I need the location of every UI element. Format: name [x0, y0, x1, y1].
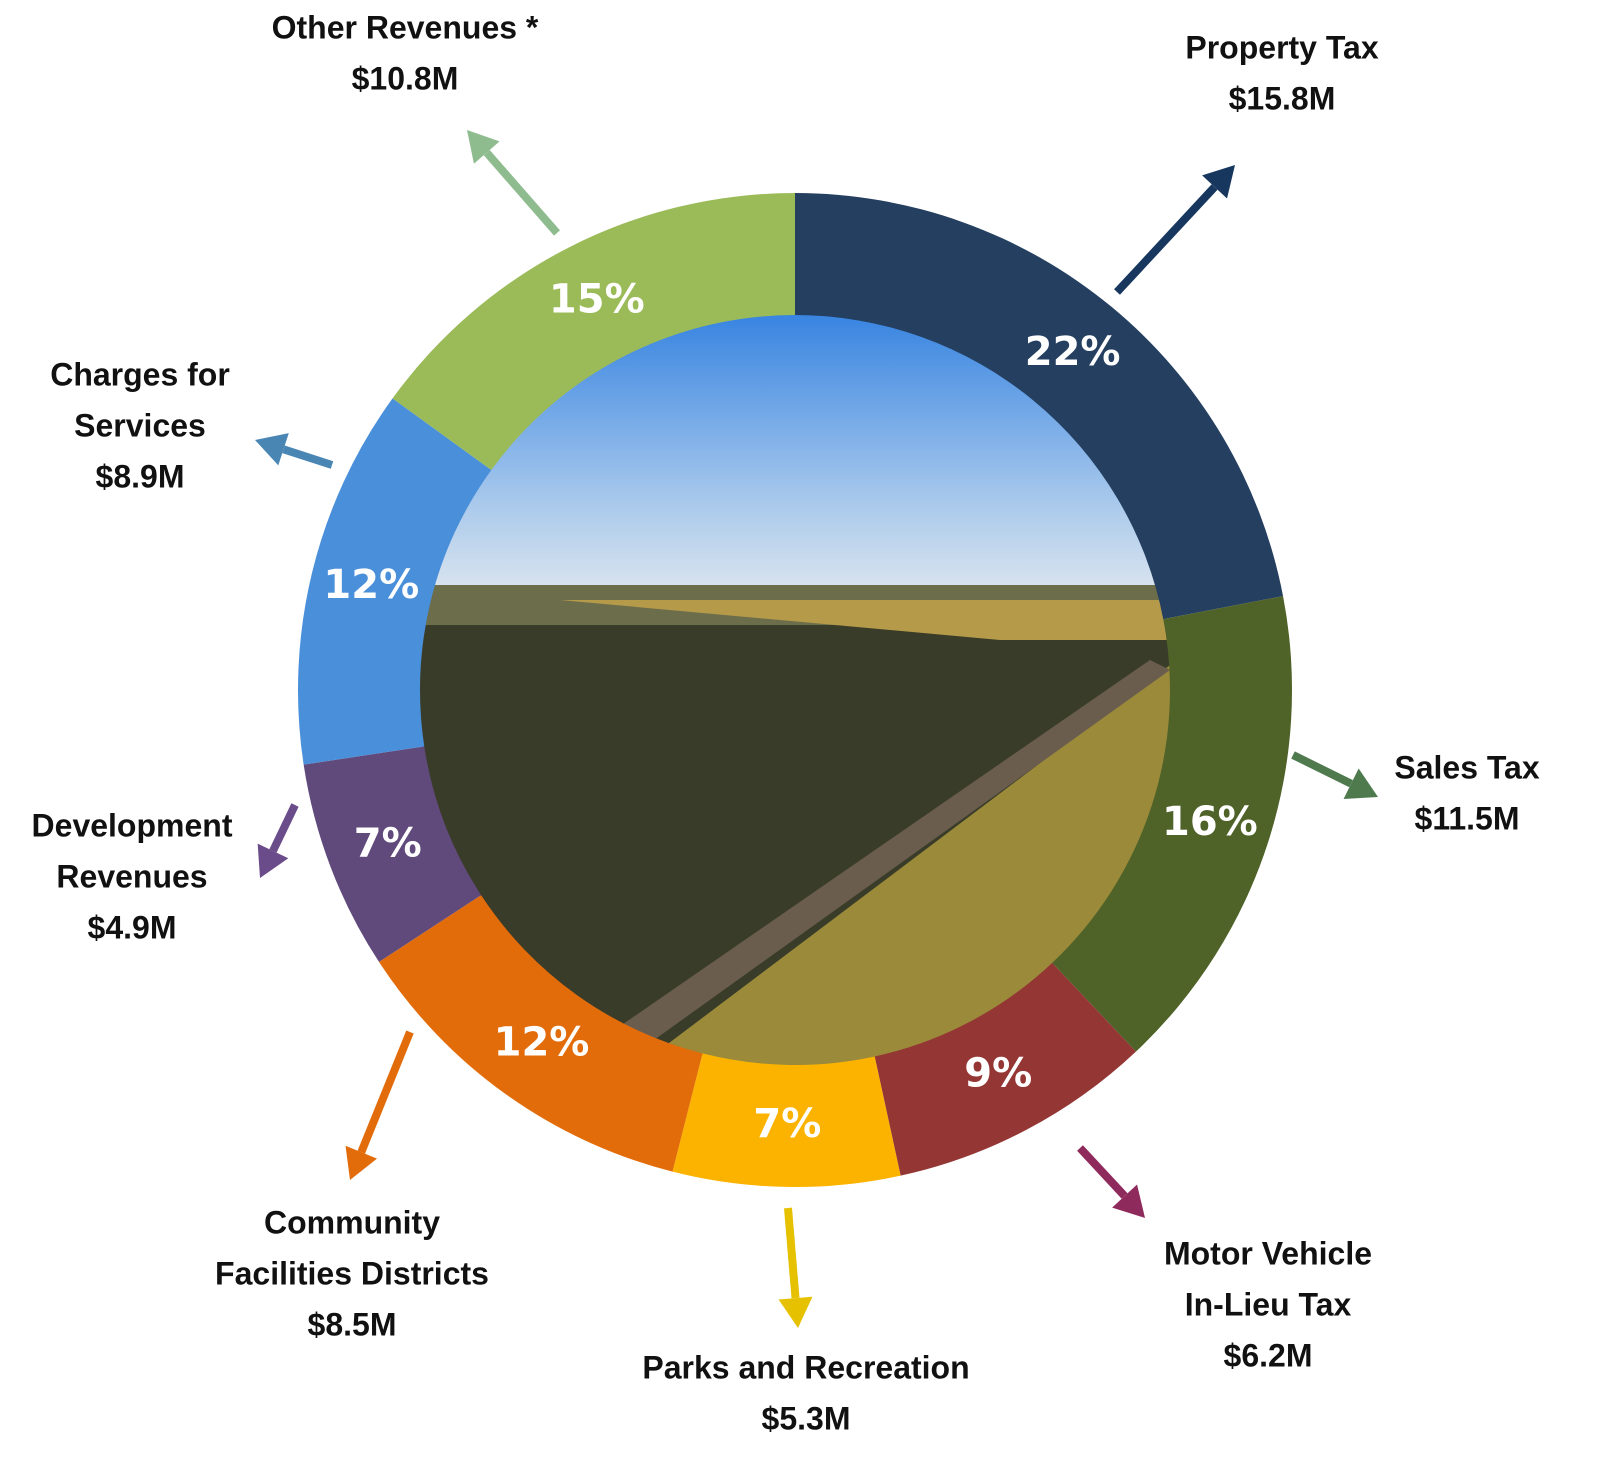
arrow-shaft: [487, 153, 557, 233]
category-label: Sales Tax: [1394, 749, 1539, 785]
category-label: In-Lieu Tax: [1185, 1286, 1352, 1322]
amount-label: $8.9M: [96, 458, 185, 494]
arrow-shaft: [284, 449, 332, 465]
percent-label: 7%: [753, 1101, 821, 1147]
arrow-shaft: [1293, 755, 1351, 784]
category-label: Services: [74, 407, 206, 443]
amount-label: $6.2M: [1224, 1337, 1313, 1373]
percent-label: 12%: [494, 1020, 590, 1066]
percent-label: 15%: [549, 277, 645, 323]
category-label: Property Tax: [1185, 29, 1378, 65]
category-label: Charges for: [50, 356, 230, 392]
arrow-head: [779, 1297, 813, 1328]
arrow-shaft: [1080, 1148, 1125, 1196]
category-label: Facilities Districts: [215, 1255, 489, 1291]
amount-label: $15.8M: [1229, 80, 1336, 116]
arrow-shaft: [273, 805, 295, 851]
category-label: Motor Vehicle: [1164, 1235, 1372, 1271]
amount-label: $4.9M: [88, 909, 177, 945]
percent-label: 12%: [323, 562, 419, 608]
arrow-shaft: [1117, 187, 1215, 292]
chart: 22% 16% 9% 7% 12% 7% 12% 15% Property Tax $15.8M S…: [0, 0, 1604, 1472]
amount-label: $8.5M: [308, 1306, 397, 1342]
amount-label: $11.5M: [1415, 800, 1520, 836]
amount-label: $5.3M: [762, 1400, 851, 1436]
percent-label: 16%: [1162, 799, 1258, 845]
category-label: Development: [32, 807, 233, 843]
arrow-shaft: [788, 1208, 796, 1298]
category-label: Community: [264, 1204, 440, 1240]
percent-label: 9%: [964, 1051, 1032, 1097]
amount-label: $10.8M: [352, 60, 459, 96]
page: {"chart_data": {"type": "donut", "catego…: [0, 0, 1604, 1472]
percent-label: 7%: [354, 821, 422, 867]
category-label: Other Revenues *: [272, 9, 539, 45]
category-label: Parks and Recreation: [642, 1349, 969, 1385]
percent-label: 22%: [1025, 329, 1121, 375]
arrow-shaft: [361, 1032, 410, 1152]
category-label: Revenues: [56, 858, 207, 894]
